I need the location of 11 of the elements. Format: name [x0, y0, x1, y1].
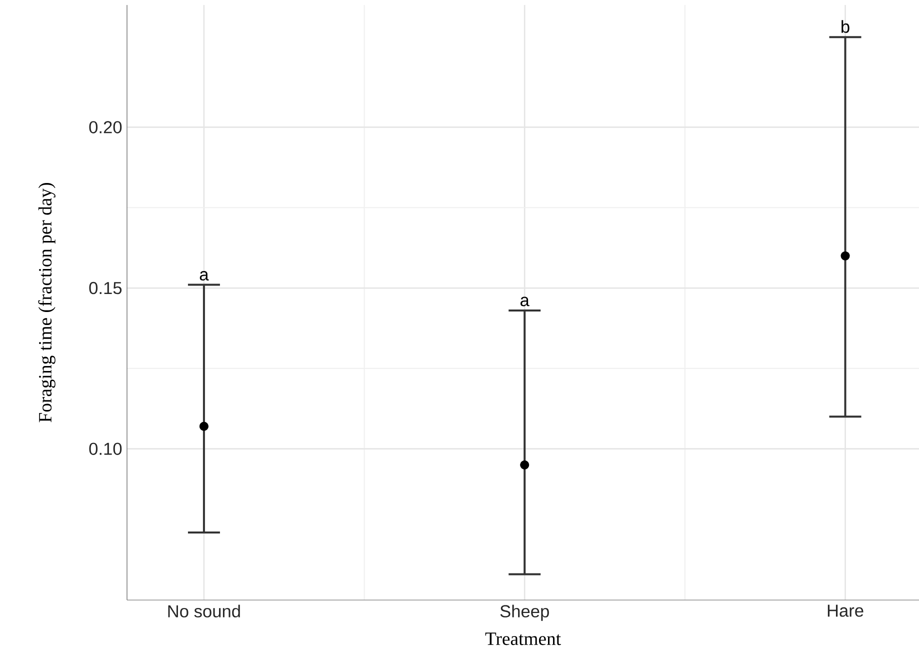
annotation: a: [200, 271, 209, 281]
annotation: a: [520, 296, 530, 306]
x-axis-title: Treatment: [485, 632, 561, 646]
y-tick-label: 0.15: [89, 282, 122, 294]
y-tick-label: 0.10: [89, 442, 122, 455]
x-tick-label: Hare: [828, 604, 864, 617]
x-tick-label: Sheep: [500, 604, 549, 621]
annotation: b: [842, 20, 850, 33]
x-tick-label: No sound: [168, 604, 240, 618]
y-axis-title: Foraging time (fraction per day): [38, 183, 56, 422]
y-tick-label: 0.20: [89, 121, 122, 134]
